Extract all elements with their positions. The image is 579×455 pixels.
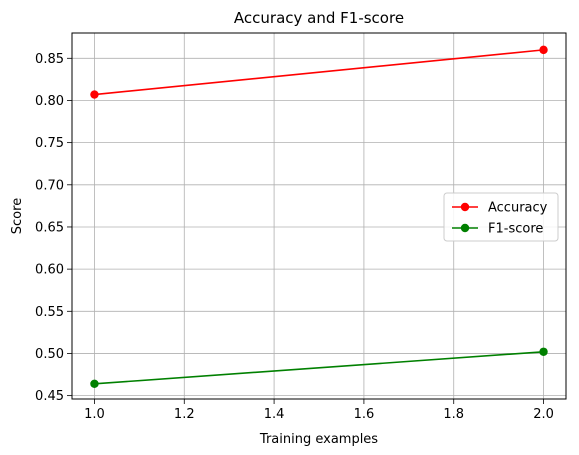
f1-score-point bbox=[539, 347, 548, 356]
chart-title: Accuracy and F1-score bbox=[234, 9, 404, 27]
x-tick-label: 1.0 bbox=[84, 407, 105, 422]
x-axis-label: Training examples bbox=[259, 432, 378, 447]
x-tick-label: 1.4 bbox=[264, 407, 285, 422]
x-tick-label: 1.6 bbox=[354, 407, 375, 422]
axis-ticks: 1.0 1.2 1.4 1.6 1.8 2.0 0.45 0.50 0.55 0.60 0.65 0.… bbox=[35, 52, 554, 422]
f1-score-point bbox=[90, 379, 99, 389]
y-tick-label: 0.85 bbox=[35, 52, 64, 67]
y-tick-label: 0.80 bbox=[35, 94, 64, 109]
legend-box bbox=[443, 192, 559, 242]
legend-f1-score-label: F1-score bbox=[488, 222, 543, 237]
y-tick-label: 0.75 bbox=[35, 136, 64, 151]
y-tick-label: 0.70 bbox=[35, 178, 64, 193]
x-tick-label: 1.2 bbox=[174, 407, 195, 422]
series bbox=[90, 45, 548, 389]
y-tick-label: 0.50 bbox=[35, 347, 64, 362]
x-tick-label: 1.8 bbox=[443, 407, 464, 422]
legend-accuracy-label: Accuracy bbox=[488, 201, 548, 216]
y-tick-label: 0.55 bbox=[35, 305, 64, 320]
accuracy-line bbox=[94, 49, 544, 96]
legend-accuracy-marker bbox=[460, 202, 470, 212]
y-tick-label: 0.65 bbox=[35, 220, 64, 235]
y-axis-label: Score bbox=[10, 198, 25, 234]
accuracy-point bbox=[539, 45, 548, 55]
accuracy-point bbox=[90, 90, 99, 99]
x-tick-label: 2.0 bbox=[533, 407, 554, 422]
plot-frame bbox=[71, 32, 567, 400]
legend: Accuracy F1-score bbox=[443, 192, 559, 242]
legend-f1-score-marker bbox=[460, 223, 470, 233]
y-tick-label: 0.45 bbox=[35, 389, 64, 404]
f1-score-line bbox=[94, 350, 544, 385]
y-tick-label: 0.60 bbox=[35, 263, 64, 278]
